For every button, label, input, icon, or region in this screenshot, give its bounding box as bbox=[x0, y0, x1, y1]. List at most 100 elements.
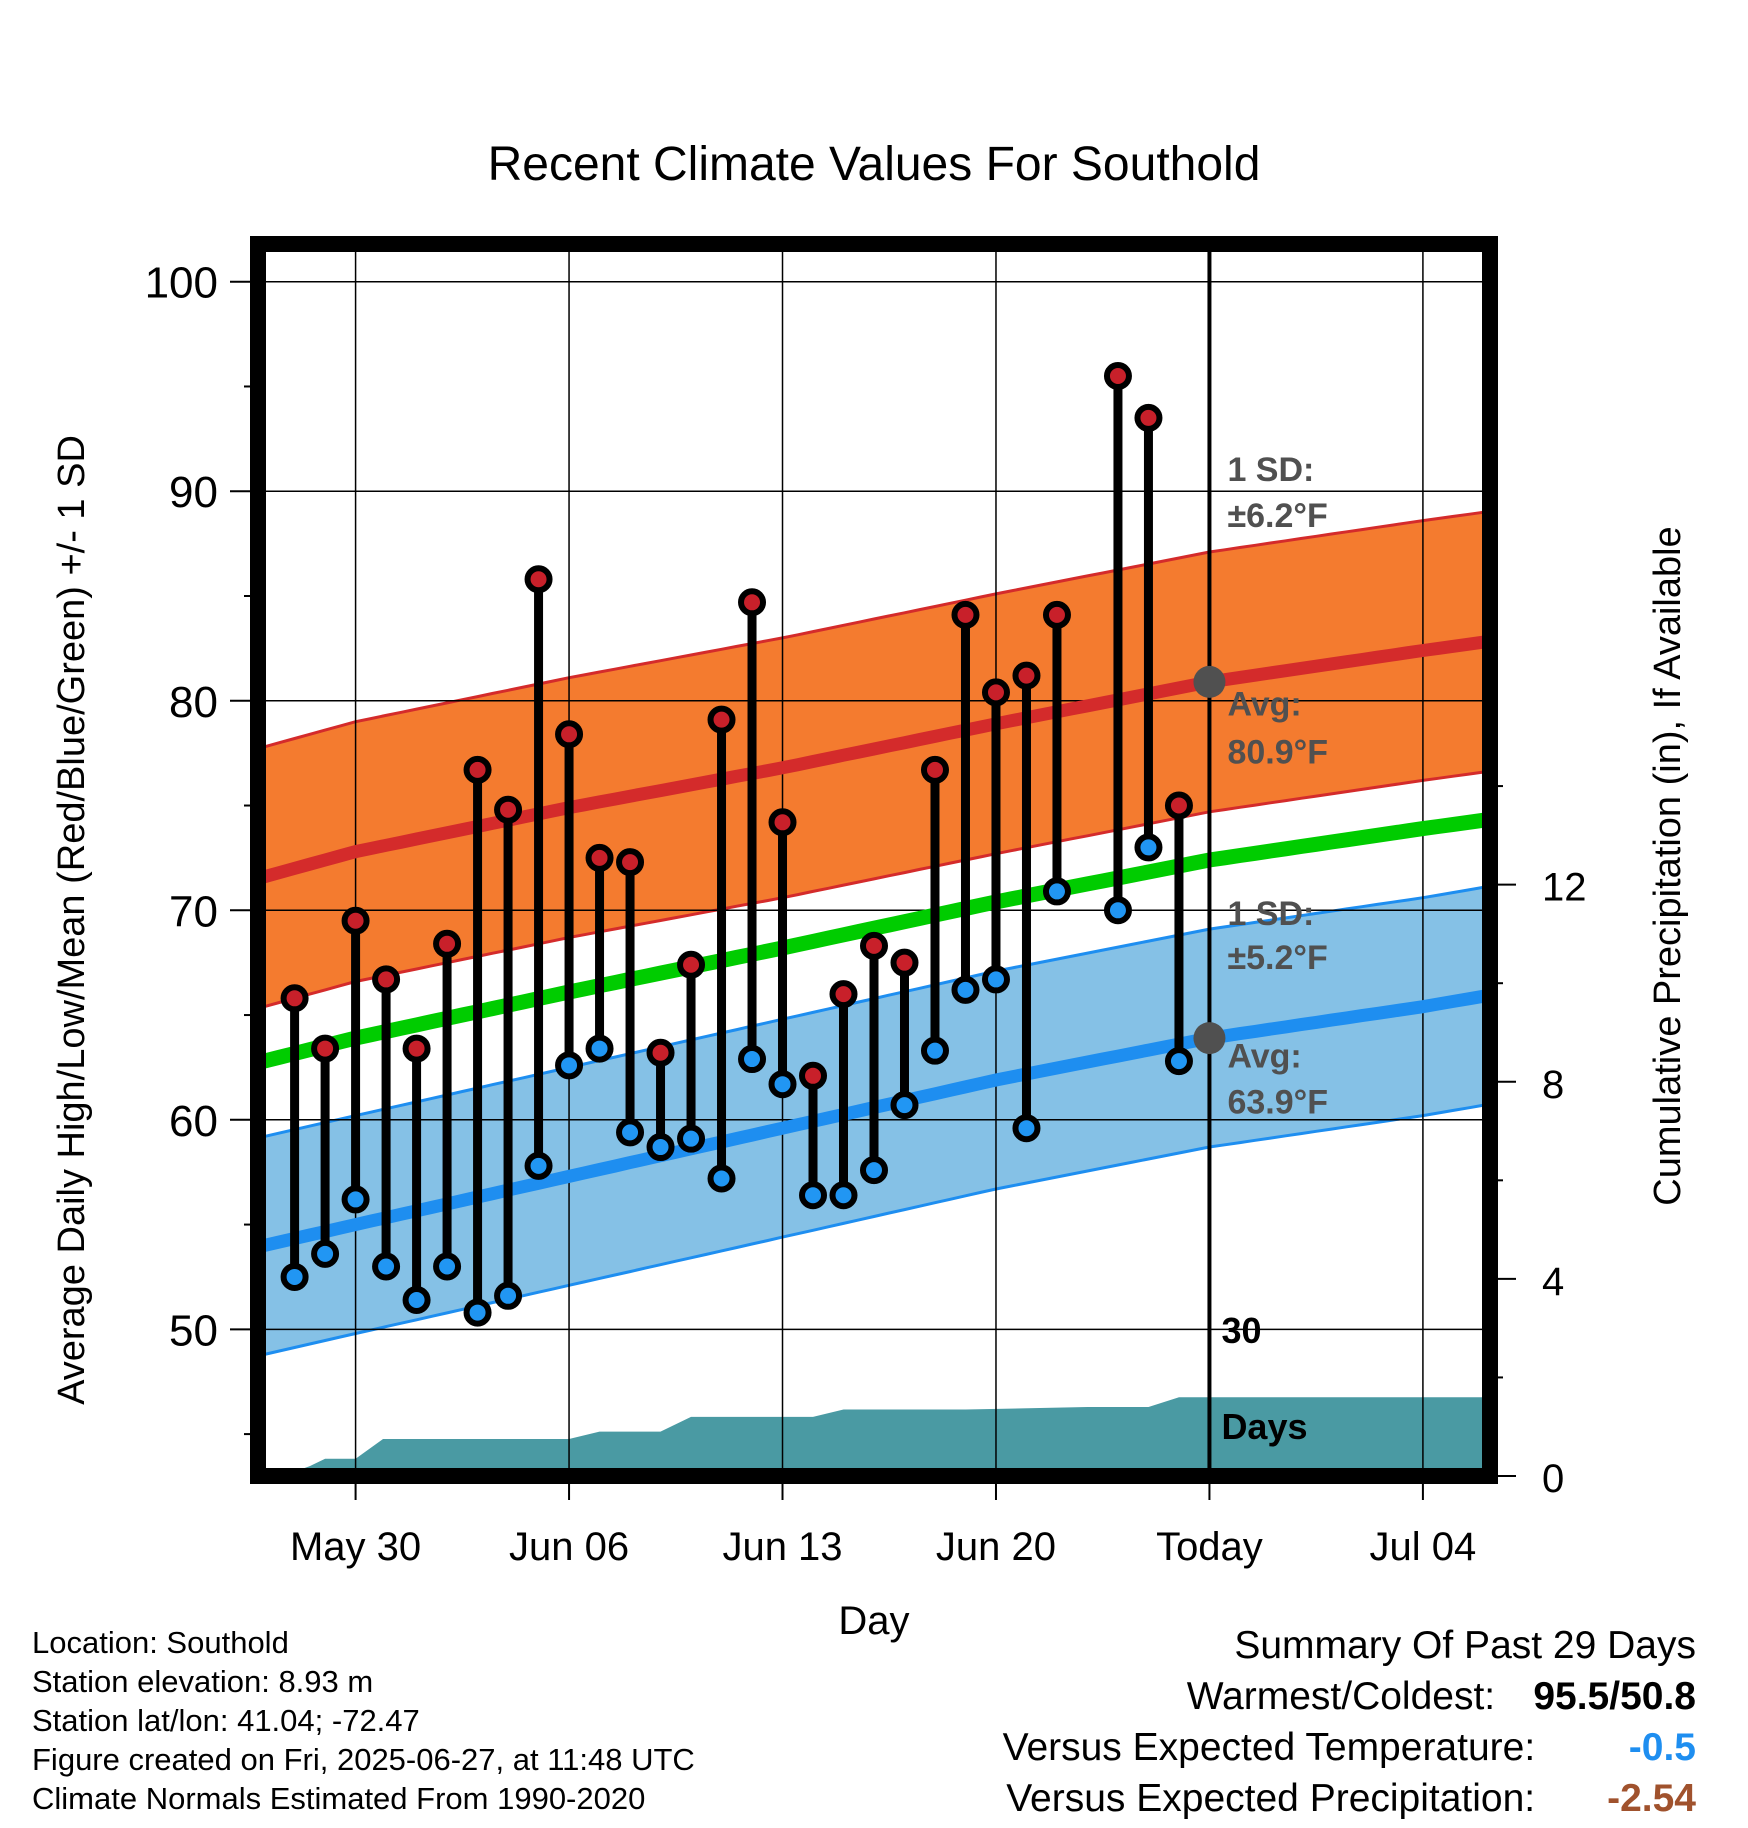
observed-low-point bbox=[951, 975, 980, 1004]
observed-high-point bbox=[280, 984, 309, 1013]
low-sd-label: 1 SD: bbox=[1227, 895, 1314, 933]
y2-tick-label: 0 bbox=[1542, 1457, 1564, 1501]
y-tick-label: 90 bbox=[169, 468, 218, 517]
observed-low-point bbox=[738, 1045, 767, 1074]
observed-low-point bbox=[707, 1164, 736, 1193]
observed-high-point bbox=[707, 705, 736, 734]
observed-high-point bbox=[1103, 362, 1132, 390]
info-normals: Climate Normals Estimated From 1990-2020 bbox=[32, 1781, 646, 1816]
y-tick-label: 80 bbox=[169, 678, 218, 727]
summary-panel: Summary Of Past 29 Days Warmest/Coldest:… bbox=[1003, 1620, 1696, 1824]
summary-warm-cold: Warmest/Coldest: 95.5/50.8 bbox=[1003, 1671, 1696, 1722]
observed-high-point bbox=[951, 600, 980, 629]
observed-high-point bbox=[768, 808, 797, 837]
observed-high-point bbox=[555, 720, 584, 749]
plot-frame bbox=[250, 236, 1498, 1484]
observed-low-point bbox=[433, 1252, 462, 1281]
info-latlon: Station lat/lon: 41.04; -72.47 bbox=[32, 1703, 420, 1738]
observed-low-point bbox=[1012, 1114, 1041, 1143]
info-elevation: Station elevation: 8.93 m bbox=[32, 1664, 374, 1699]
y2-tick-label: 4 bbox=[1542, 1260, 1564, 1304]
observed-high-point bbox=[1164, 791, 1193, 820]
observed-low-point bbox=[463, 1298, 492, 1327]
y-tick-label: 50 bbox=[169, 1306, 218, 1355]
station-info: Location: Southold Station elevation: 8.… bbox=[32, 1623, 695, 1818]
warm-cold-label: Warmest/Coldest: bbox=[1186, 1675, 1496, 1718]
y-tick-label: 60 bbox=[169, 1097, 218, 1146]
x-tick-label: Jun 13 bbox=[722, 1525, 842, 1569]
high-sd-label: 1 SD: bbox=[1227, 451, 1314, 489]
observed-high-point bbox=[738, 588, 767, 617]
x-tick-label: Today bbox=[1156, 1525, 1263, 1569]
y2-tick-label: 8 bbox=[1542, 1063, 1564, 1107]
observed-low-point bbox=[555, 1051, 584, 1080]
high-avg-label: Avg: bbox=[1227, 685, 1301, 723]
precip-value: -2.54 bbox=[1607, 1777, 1696, 1820]
observed-high-point bbox=[646, 1038, 675, 1067]
low-avg-value: 63.9°F bbox=[1227, 1084, 1328, 1122]
observed-low-point bbox=[1103, 896, 1132, 925]
normal-high-upper-edge bbox=[263, 510, 1485, 749]
observed-low-point bbox=[799, 1181, 828, 1210]
observed-low-point bbox=[890, 1091, 919, 1120]
observed-low-point bbox=[616, 1118, 645, 1147]
observed-low-point bbox=[829, 1181, 858, 1210]
observed-high-point bbox=[463, 755, 492, 784]
low-avg-marker bbox=[1193, 1022, 1226, 1055]
coldest-value: 50.8 bbox=[1620, 1675, 1696, 1718]
observed-high-point bbox=[799, 1061, 828, 1090]
observed-low-point bbox=[585, 1034, 614, 1063]
observed-high-point bbox=[1134, 403, 1163, 432]
y2-tick-label: 12 bbox=[1542, 866, 1587, 910]
observed-high-point bbox=[1042, 600, 1071, 629]
observed-high-point bbox=[1012, 661, 1041, 690]
observed-high-point bbox=[585, 843, 614, 872]
y2-axis-label: Cumulative Precipitation (in), If Availa… bbox=[1647, 526, 1689, 1205]
observed-high-point bbox=[372, 965, 401, 994]
normal-mean-line bbox=[262, 812, 1485, 1069]
observed-high-point bbox=[677, 950, 706, 979]
observed-low-point bbox=[1134, 833, 1163, 862]
observed-low-point bbox=[646, 1133, 675, 1162]
observed-low-point bbox=[920, 1036, 949, 1065]
summary-precip: Versus Expected Precipitation: -2.54 bbox=[1003, 1773, 1696, 1824]
high-avg-value: 80.9°F bbox=[1227, 734, 1328, 772]
x-axis-label: Day bbox=[838, 1599, 909, 1643]
observed-high-point bbox=[829, 980, 858, 1009]
y-tick-label: 100 bbox=[145, 259, 218, 308]
observed-high-point bbox=[890, 948, 919, 977]
observed-high-point bbox=[402, 1034, 431, 1063]
warm-cold-value: 95.5/50.8 bbox=[1506, 1671, 1696, 1722]
info-location: Location: Southold bbox=[32, 1625, 289, 1660]
observed-high-point bbox=[920, 755, 949, 784]
observed-low-point bbox=[372, 1252, 401, 1281]
info-created: Figure created on Fri, 2025-06-27, at 11… bbox=[32, 1742, 695, 1777]
observed-high-point bbox=[524, 565, 553, 594]
x-tick-label: May 30 bbox=[290, 1525, 421, 1569]
high-sd-value: ±6.2°F bbox=[1227, 497, 1327, 535]
observed-high-point bbox=[311, 1034, 340, 1063]
precip-label: Versus Expected Precipitation: bbox=[1006, 1777, 1536, 1820]
warmest-value: 95.5 bbox=[1533, 1675, 1610, 1718]
low-avg-label: Avg: bbox=[1227, 1037, 1301, 1075]
normal-high-lower-edge bbox=[263, 770, 1485, 1009]
y-axis-label: Average Daily High/Low/Mean (Red/Blue/Gr… bbox=[51, 435, 93, 1405]
observed-low-point bbox=[981, 965, 1010, 994]
summary-title: Summary Of Past 29 Days bbox=[1234, 1624, 1696, 1667]
observed-low-point bbox=[1042, 877, 1071, 906]
observed-high-point bbox=[616, 848, 645, 877]
observed-low-point bbox=[311, 1239, 340, 1268]
precip-area bbox=[282, 1397, 1484, 1476]
observed-low-point bbox=[524, 1151, 553, 1180]
high-avg-marker bbox=[1193, 665, 1226, 698]
window-label-unit: Days bbox=[1221, 1406, 1307, 1447]
warm-cold-slash: / bbox=[1609, 1675, 1621, 1718]
observed-low-point bbox=[280, 1262, 309, 1291]
observed-high-point bbox=[341, 906, 370, 935]
observed-low-point bbox=[494, 1281, 523, 1310]
observed-low-point bbox=[677, 1124, 706, 1153]
normal-high-mean-line bbox=[262, 635, 1485, 884]
observed-low-point bbox=[768, 1070, 797, 1099]
x-tick-label: Jun 20 bbox=[936, 1525, 1056, 1569]
